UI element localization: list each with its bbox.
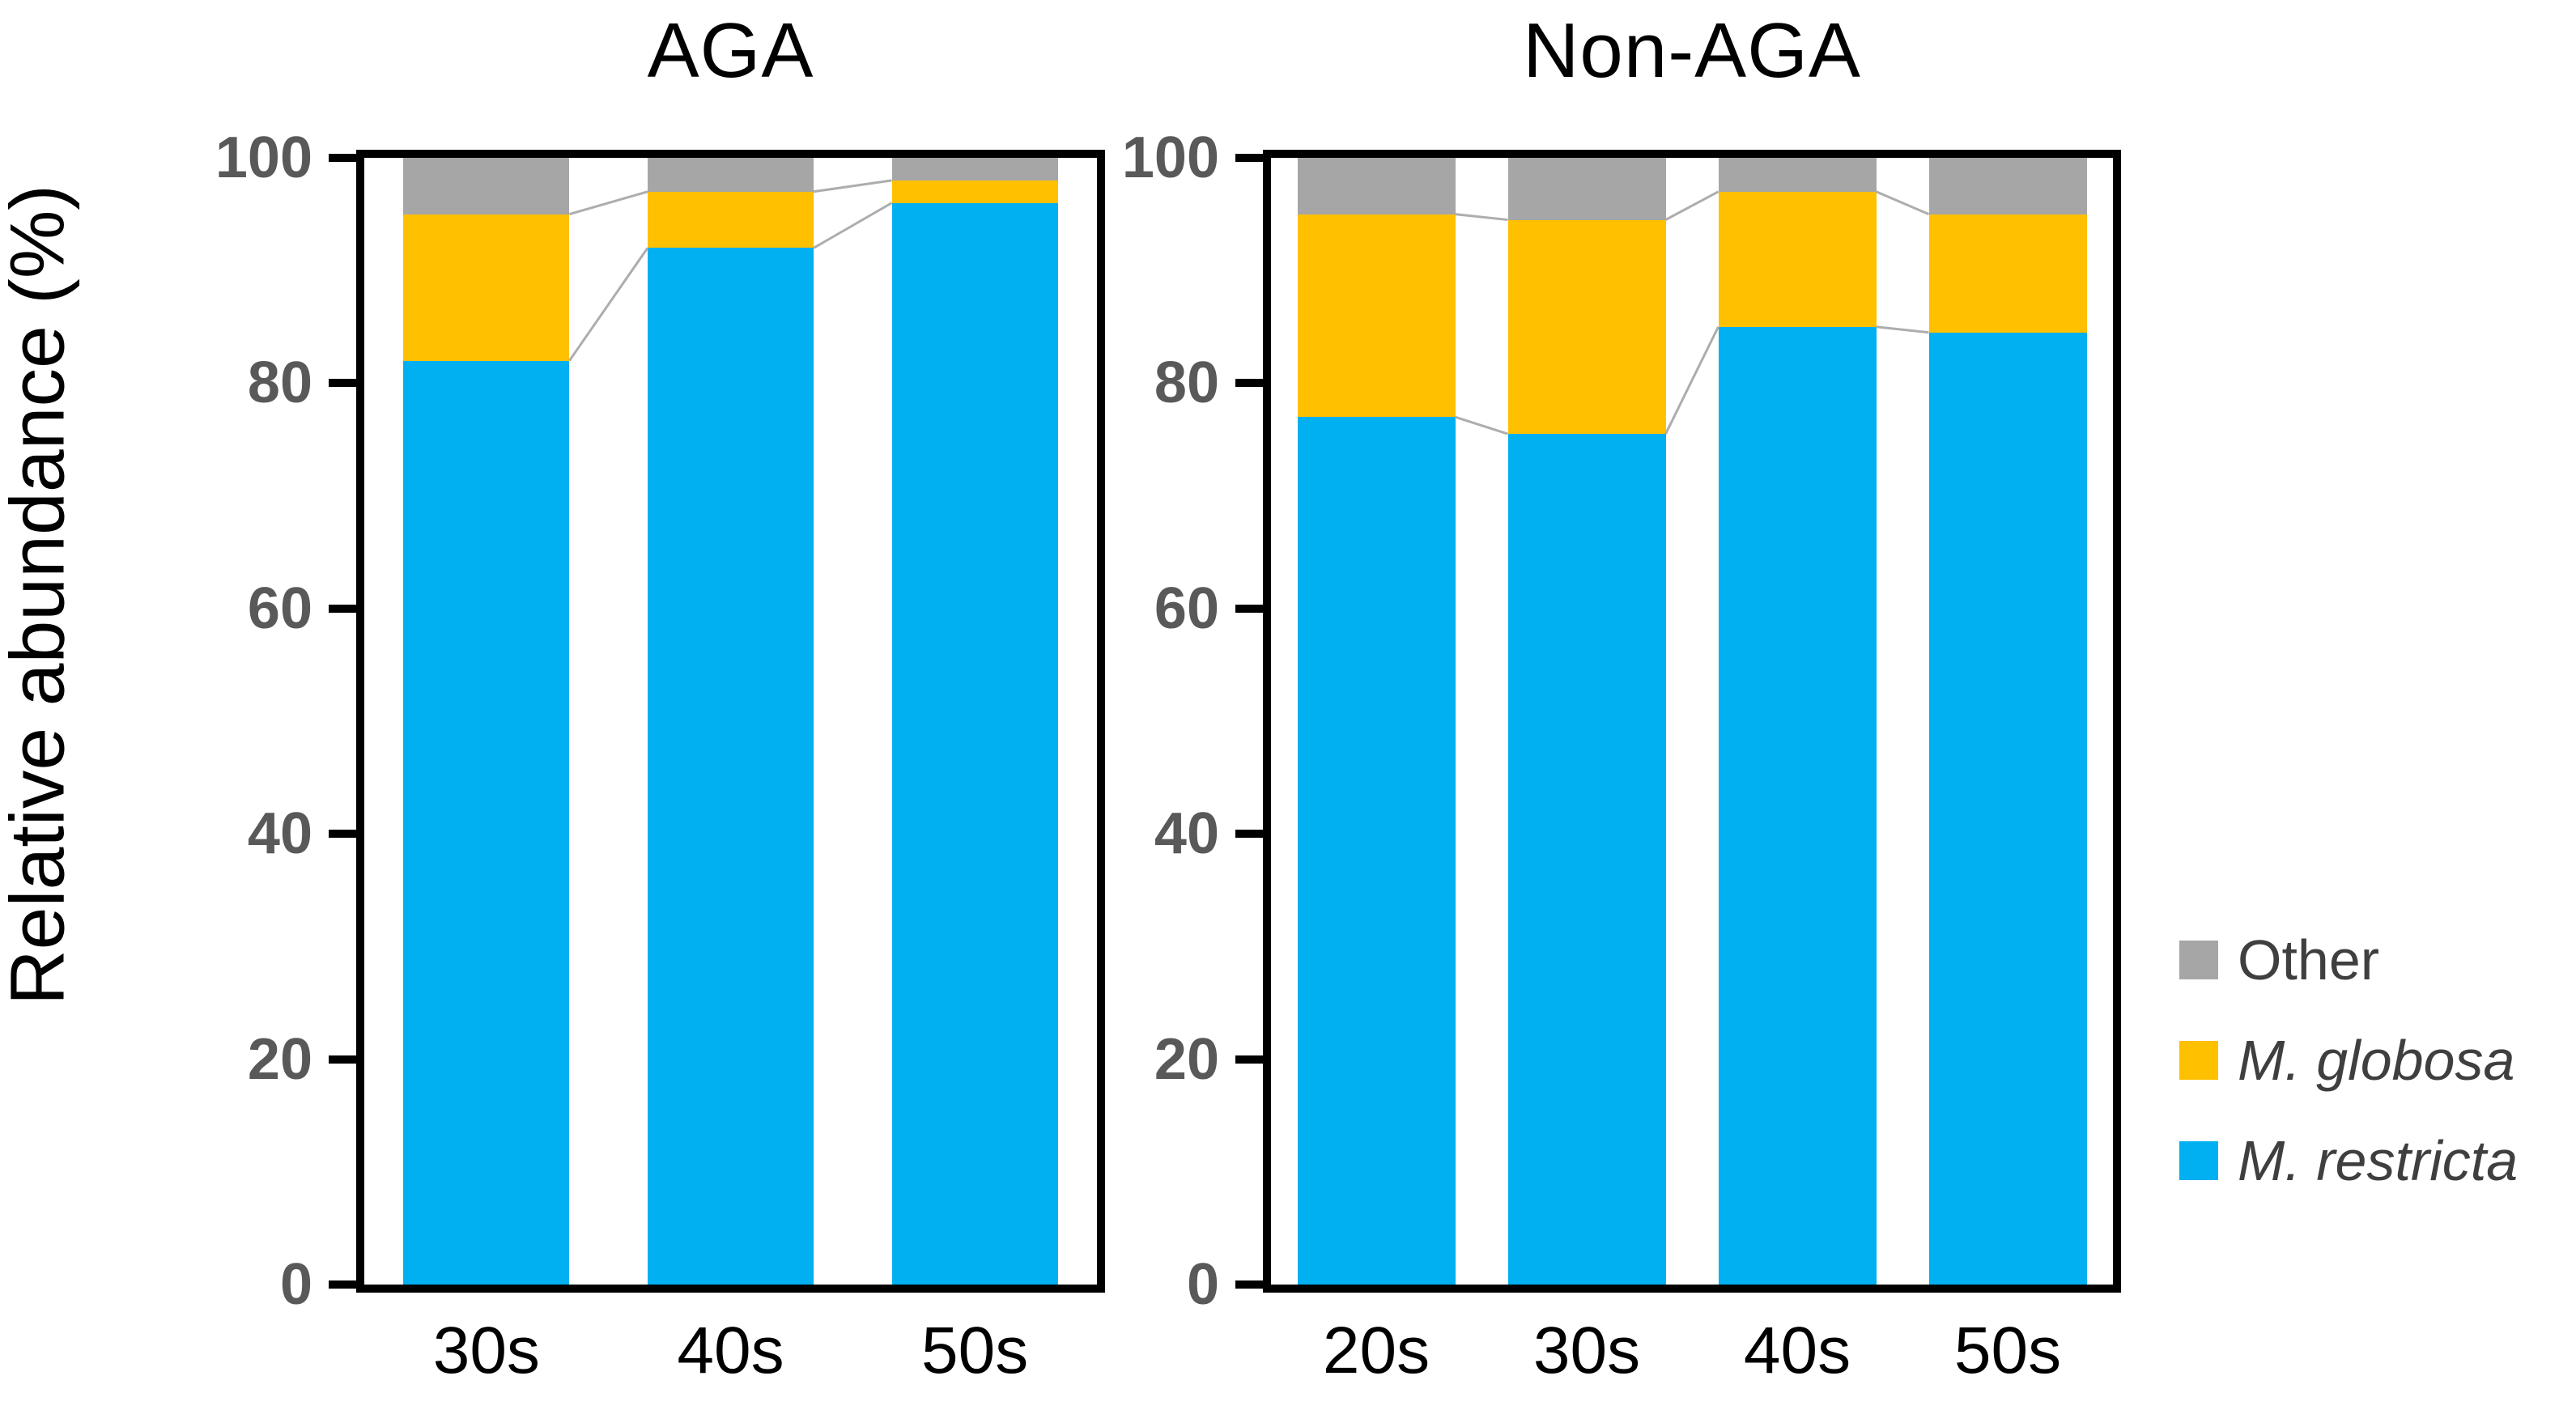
y-tick-label: 20 xyxy=(1154,1026,1219,1092)
y-tick-mark xyxy=(1235,1280,1263,1289)
bar-segment-globosa-30s xyxy=(403,214,570,361)
legend-label-m-restricta: M. restricta xyxy=(2238,1129,2519,1192)
x-axis-label-20s: 20s xyxy=(1322,1314,1430,1387)
y-tick-mark xyxy=(1235,830,1263,839)
y-tick-label: 80 xyxy=(247,350,312,416)
y-tick-mark xyxy=(1235,1055,1263,1064)
bar-segment-restricta-50s xyxy=(891,202,1058,1285)
legend: Other M. globosa M. restricta xyxy=(2179,928,2519,1192)
bar-segment-other-40s xyxy=(647,158,814,192)
bar-segment-restricta-40s xyxy=(647,248,814,1285)
chart-title-aga: AGA xyxy=(647,7,814,94)
x-axis-label-50s: 50s xyxy=(1953,1314,2062,1387)
chart-title-non-aga: Non-AGA xyxy=(1523,7,1861,94)
y-tick-mark xyxy=(1235,604,1263,613)
bar-segment-other-50s xyxy=(1928,158,2087,214)
plot-area-non-aga xyxy=(1263,150,2121,1293)
y-tick-mark xyxy=(1235,379,1263,388)
x-axis-label-30s: 30s xyxy=(1532,1314,1641,1387)
bar-segment-globosa-30s xyxy=(1507,219,1666,435)
y-tick-label: 60 xyxy=(1154,575,1219,641)
y-tick-label: 80 xyxy=(1154,350,1219,416)
bar-segment-globosa-50s xyxy=(1928,214,2087,333)
y-tick-mark xyxy=(329,154,356,162)
bar-segment-other-30s xyxy=(1507,158,1666,220)
y-tick-mark xyxy=(1235,154,1263,162)
bar-segment-restricta-30s xyxy=(1507,434,1666,1285)
y-tick-label: 100 xyxy=(215,125,312,190)
y-tick-label: 0 xyxy=(279,1252,312,1317)
y-tick-label: 40 xyxy=(1154,801,1219,867)
y-tick-label: 60 xyxy=(247,575,312,641)
bar-segment-globosa-50s xyxy=(891,180,1058,203)
bar-segment-restricta-40s xyxy=(1718,326,1877,1285)
legend-label-m-globosa: M. globosa xyxy=(2238,1029,2515,1092)
y-tick-mark xyxy=(329,379,356,388)
y-tick-label: 100 xyxy=(1121,125,1219,190)
y-tick-label: 0 xyxy=(1186,1252,1219,1317)
bar-segment-other-50s xyxy=(891,158,1058,180)
bar-segment-restricta-30s xyxy=(403,360,570,1285)
bar-segment-globosa-40s xyxy=(647,191,814,248)
legend-swatch-other-icon xyxy=(2179,941,2218,979)
x-axis-label-30s: 30s xyxy=(432,1314,540,1387)
bar-segment-globosa-20s xyxy=(1297,214,1456,418)
bar-segment-other-30s xyxy=(403,158,570,214)
plot-area-aga xyxy=(356,150,1105,1293)
y-tick-mark xyxy=(329,830,356,839)
y-tick-label: 40 xyxy=(247,801,312,867)
bar-segment-other-20s xyxy=(1297,158,1456,214)
x-axis-label-40s: 40s xyxy=(677,1314,784,1387)
legend-swatch-m-restricta-icon xyxy=(2179,1141,2218,1180)
y-tick-mark xyxy=(329,1055,356,1064)
y-axis-title: Relative abundance (%) xyxy=(0,185,81,1005)
legend-label-other: Other xyxy=(2238,928,2380,992)
legend-item-m-globosa: M. globosa xyxy=(2179,1029,2518,1092)
y-tick-mark xyxy=(329,604,356,613)
y-tick-mark xyxy=(329,1280,356,1289)
bar-segment-restricta-50s xyxy=(1928,332,2087,1285)
x-axis-label-50s: 50s xyxy=(921,1314,1029,1387)
bar-segment-restricta-20s xyxy=(1297,417,1456,1285)
y-tick-label: 20 xyxy=(247,1026,312,1092)
x-axis-label-40s: 40s xyxy=(1743,1314,1851,1387)
bar-segment-other-40s xyxy=(1718,158,1877,192)
legend-item-other: Other xyxy=(2179,928,2518,992)
legend-swatch-m-globosa-icon xyxy=(2179,1041,2218,1080)
bar-segment-globosa-40s xyxy=(1718,191,1877,327)
legend-item-m-restricta: M. restricta xyxy=(2179,1129,2519,1192)
